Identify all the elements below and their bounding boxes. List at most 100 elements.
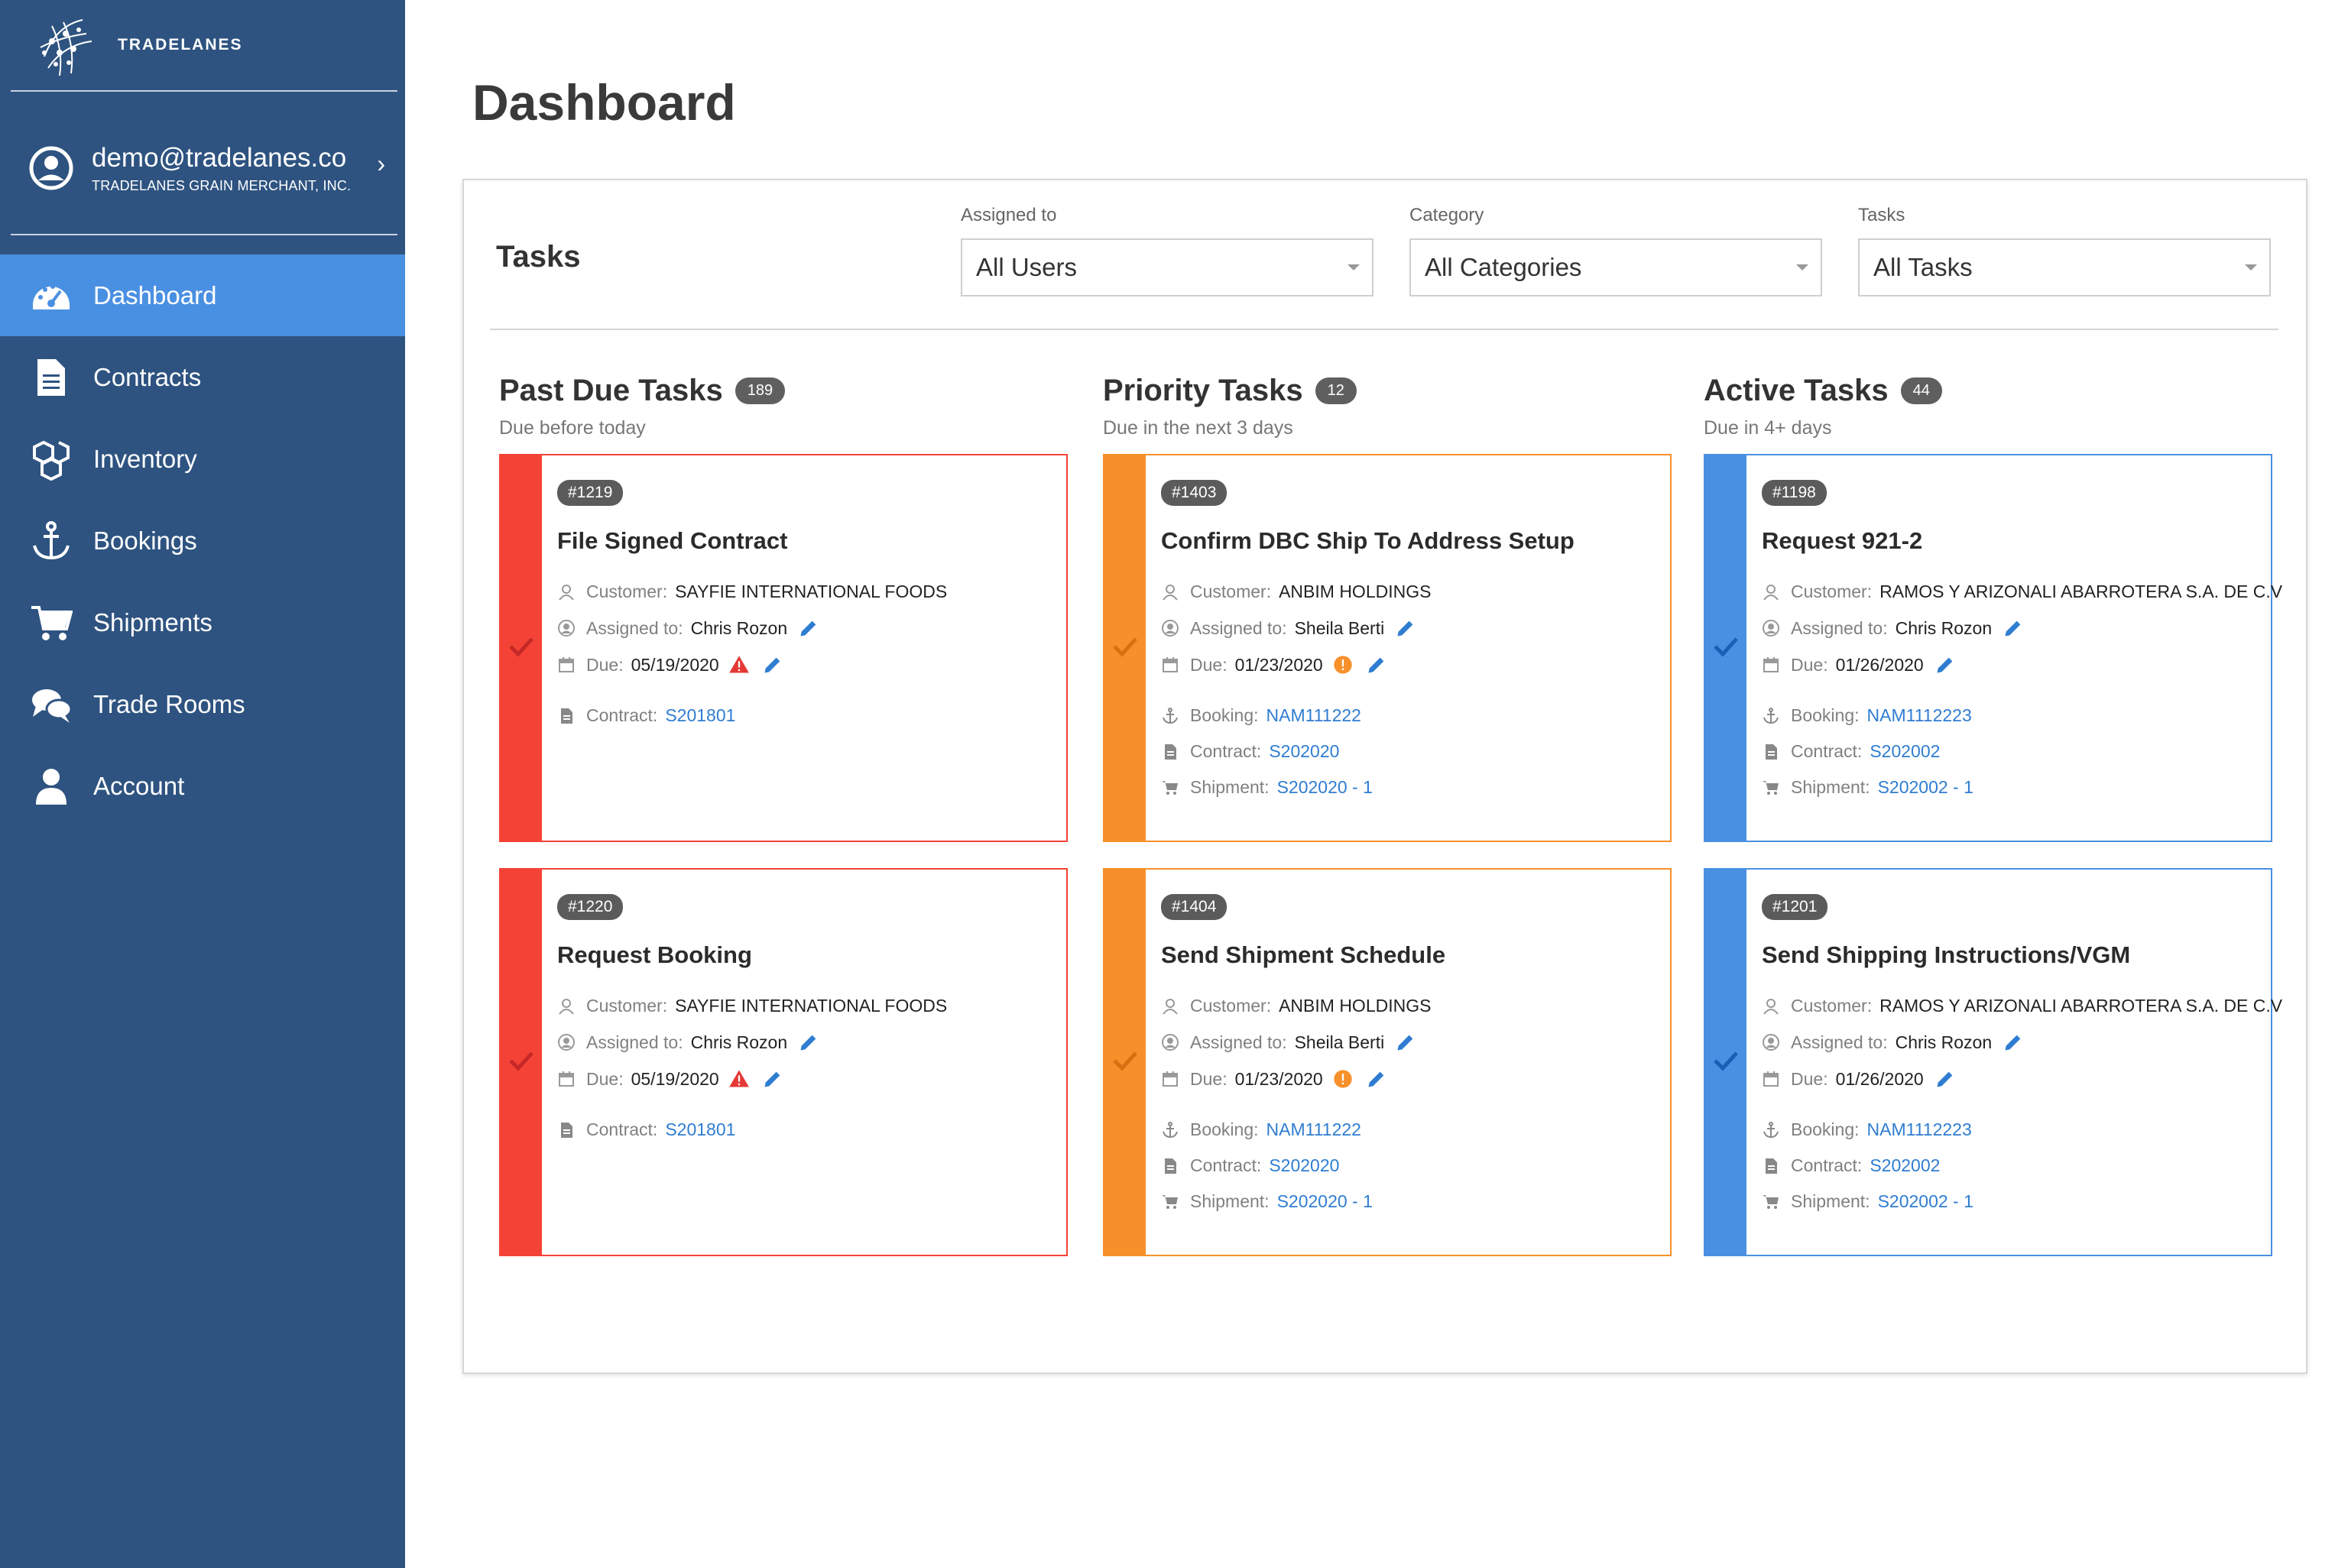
task-card[interactable]: #1219 File Signed Contract Customer: SAY…: [499, 454, 1068, 842]
brand[interactable]: TRADELANES: [29, 11, 243, 79]
card-body: #1403 Confirm DBC Ship To Address Setup …: [1161, 455, 1662, 841]
task-title[interactable]: Request 921-2: [1762, 527, 1923, 554]
document-icon: [1161, 1156, 1181, 1176]
due-row: Due: 05/19/2020: [557, 654, 783, 675]
user-circle-icon: [1762, 618, 1782, 638]
edit-pencil-icon[interactable]: [1935, 1068, 1956, 1090]
due-value: 01/26/2020: [1835, 1068, 1924, 1089]
task-card[interactable]: #1404 Send Shipment Schedule Customer: A…: [1103, 868, 1672, 1256]
brand-name: TRADELANES: [118, 36, 243, 53]
assigned-select[interactable]: All Users: [961, 238, 1373, 296]
card-stripe[interactable]: [1705, 455, 1746, 841]
task-card[interactable]: #1198 Request 921-2 Customer: RAMOS Y AR…: [1704, 454, 2282, 842]
edit-pencil-icon[interactable]: [1366, 1068, 1387, 1090]
cart-icon: [1161, 778, 1181, 798]
sidebar-item-shipments[interactable]: Shipments: [0, 582, 405, 663]
field-label: Contract:: [1791, 741, 1863, 761]
shipment-link[interactable]: S202020 - 1: [1276, 1191, 1373, 1211]
customer-value: SAYFIE INTERNATIONAL FOODS: [675, 582, 948, 601]
category-select[interactable]: All Categories: [1409, 238, 1822, 296]
sidebar-item-bookings[interactable]: Bookings: [0, 500, 405, 582]
field-label: Contract:: [1190, 741, 1262, 761]
user-menu[interactable]: demo@tradelanes.co TRADELANES GRAIN MERC…: [29, 136, 396, 200]
field-label: Booking:: [1791, 1119, 1860, 1139]
contract-link[interactable]: S202020: [1269, 1155, 1340, 1175]
assignee-value: Chris Rozon: [1895, 617, 1993, 638]
assignee-value: Sheila Berti: [1294, 1032, 1385, 1052]
field-label: Due:: [586, 654, 624, 675]
panel-title: Tasks: [496, 240, 581, 274]
user-outline-icon: [557, 582, 577, 602]
booking-link[interactable]: NAM1112223: [1866, 705, 1972, 725]
tasks-select[interactable]: All Tasks: [1858, 238, 2271, 296]
edit-pencil-icon[interactable]: [1935, 654, 1956, 675]
contract-link[interactable]: S201801: [665, 705, 736, 725]
customer-value: RAMOS Y ARIZONALI ABARROTERA S.A. DE C.V: [1879, 996, 2283, 1016]
sidebar-item-account[interactable]: Account: [0, 745, 405, 827]
card-stripe[interactable]: [501, 870, 542, 1255]
task-id-badge: #1404: [1161, 894, 1228, 920]
edit-pencil-icon[interactable]: [762, 654, 783, 675]
tasks-filter: Tasks All Tasks: [1858, 205, 2271, 296]
edit-pencil-icon[interactable]: [798, 1032, 819, 1053]
edit-pencil-icon[interactable]: [2003, 617, 2024, 639]
edit-pencil-icon[interactable]: [1366, 654, 1387, 675]
edit-pencil-icon[interactable]: [1395, 1032, 1416, 1053]
column-subtitle: Due in 4+ days: [1704, 417, 1832, 439]
calendar-icon: [1762, 1069, 1782, 1089]
sidebar-item-trade-rooms[interactable]: Trade Rooms: [0, 663, 405, 745]
column-subtitle: Due before today: [499, 417, 646, 439]
card-stripe[interactable]: [1104, 870, 1146, 1255]
check-icon[interactable]: [1712, 633, 1740, 664]
booking-link[interactable]: NAM111222: [1266, 1119, 1361, 1139]
task-card[interactable]: #1220 Request Booking Customer: SAYFIE I…: [499, 868, 1068, 1256]
document-icon: [557, 706, 577, 726]
card-stripe[interactable]: [501, 455, 542, 841]
check-icon[interactable]: [1712, 1047, 1740, 1078]
sidebar-item-contracts[interactable]: Contracts: [0, 336, 405, 418]
due-value: 01/23/2020: [1234, 1068, 1323, 1089]
due-value: 05/19/2020: [631, 654, 719, 675]
card-stripe[interactable]: [1104, 455, 1146, 841]
contract-link[interactable]: S202002: [1870, 741, 1941, 761]
task-id-badge: #1201: [1762, 894, 1828, 920]
contract-link[interactable]: S202020: [1269, 741, 1340, 761]
task-title[interactable]: File Signed Contract: [557, 527, 788, 554]
chevron-right-icon[interactable]: ›: [377, 150, 385, 177]
task-title[interactable]: Request Booking: [557, 941, 752, 968]
sidebar-item-inventory[interactable]: Inventory: [0, 418, 405, 500]
field-label: Due:: [1190, 654, 1228, 675]
check-icon[interactable]: [1111, 1047, 1139, 1078]
sidebar-item-dashboard[interactable]: Dashboard: [0, 254, 405, 336]
contract-link[interactable]: S201801: [665, 1119, 736, 1139]
edit-pencil-icon[interactable]: [798, 617, 819, 639]
booking-link[interactable]: NAM111222: [1266, 705, 1361, 725]
task-title[interactable]: Send Shipping Instructions/VGM: [1762, 941, 2131, 968]
shipment-link[interactable]: S202002 - 1: [1877, 777, 1973, 797]
due-row: Due: 01/23/2020: [1161, 654, 1387, 675]
booking-link[interactable]: NAM1112223: [1866, 1119, 1972, 1139]
shipment-link[interactable]: S202020 - 1: [1276, 777, 1373, 797]
column-subtitle: Due in the next 3 days: [1103, 417, 1293, 439]
edit-pencil-icon[interactable]: [2003, 1032, 2024, 1053]
card-stripe[interactable]: [1705, 870, 1746, 1255]
check-icon[interactable]: [1111, 633, 1139, 664]
contract-link[interactable]: S202002: [1870, 1155, 1941, 1175]
customer-row: Customer: ANBIM HOLDINGS: [1161, 996, 1431, 1016]
task-card[interactable]: #1403 Confirm DBC Ship To Address Setup …: [1103, 454, 1672, 842]
task-card[interactable]: #1201 Send Shipping Instructions/VGM Cus…: [1704, 868, 2282, 1256]
task-title[interactable]: Confirm DBC Ship To Address Setup: [1161, 527, 1575, 554]
edit-pencil-icon[interactable]: [1395, 617, 1416, 639]
anchor-icon: [1762, 706, 1782, 726]
shipment-link[interactable]: S202002 - 1: [1877, 1191, 1973, 1211]
field-label: Assigned to:: [586, 617, 683, 638]
check-icon[interactable]: [508, 1047, 535, 1078]
cart-icon: [1762, 778, 1782, 798]
task-title[interactable]: Send Shipment Schedule: [1161, 941, 1446, 968]
check-icon[interactable]: [508, 633, 535, 664]
field-label: Booking:: [1190, 705, 1259, 725]
alert-circle-icon: [1332, 655, 1355, 675]
divider: [490, 329, 2278, 330]
edit-pencil-icon[interactable]: [762, 1068, 783, 1090]
calendar-icon: [1762, 655, 1782, 675]
